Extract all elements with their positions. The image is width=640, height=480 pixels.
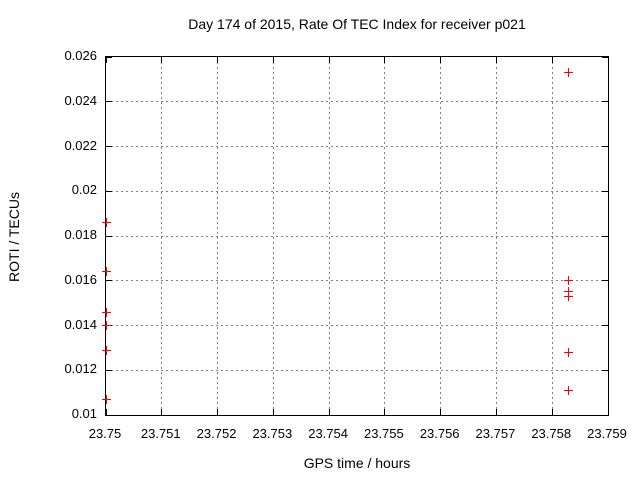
x-tick-label: 23.759 — [587, 426, 627, 441]
y-axis-tick — [106, 190, 112, 192]
x-tick-label: 23.758 — [531, 426, 572, 441]
y-axis-tick — [106, 414, 112, 416]
y-tick-label: 0.022 — [64, 137, 97, 153]
chart-title: Day 174 of 2015, Rate Of TEC Index for r… — [188, 16, 526, 32]
x-tick-label: 23.752 — [196, 426, 237, 441]
x-axis-tick — [328, 409, 330, 415]
x-axis-label: GPS time / hours — [303, 455, 411, 471]
v-gridline — [272, 57, 274, 415]
y-tick-label: 0.01 — [71, 406, 97, 421]
x-axis-tick — [272, 57, 274, 63]
h-gridline — [106, 190, 608, 192]
v-gridline — [217, 57, 219, 415]
y-tick-label: 0.016 — [64, 271, 97, 287]
y-tick-label: 0.018 — [64, 227, 97, 242]
x-tick-label: 23.754 — [308, 426, 348, 441]
x-tick-label: 23.75 — [88, 426, 122, 441]
y-axis-tick — [106, 235, 112, 237]
h-gridline — [106, 369, 608, 371]
y-tick-label: 0.026 — [64, 48, 97, 63]
x-axis-tick — [607, 409, 609, 415]
y-axis-tick — [106, 280, 112, 282]
h-gridline — [106, 101, 608, 103]
y-axis-tick — [106, 56, 112, 58]
y-axis-tick — [602, 56, 608, 58]
y-axis-tick — [106, 369, 112, 371]
x-tick-label: 23.756 — [419, 426, 460, 441]
y-axis-tick — [106, 101, 112, 103]
x-axis-tick — [551, 57, 553, 63]
y-axis-tick — [602, 280, 608, 282]
x-axis-tick — [161, 57, 163, 63]
data-point-marker — [101, 345, 111, 355]
data-point-marker — [564, 68, 574, 78]
data-point-marker — [564, 276, 574, 286]
x-axis-tick — [607, 57, 609, 63]
x-tick-label: 23.755 — [363, 426, 404, 441]
y-axis-tick — [602, 325, 608, 326]
y-axis-tick — [106, 146, 112, 147]
data-point-marker — [564, 385, 574, 395]
v-gridline — [161, 57, 163, 415]
y-axis-tick — [602, 235, 608, 237]
h-gridline — [106, 146, 608, 147]
y-axis-tick — [602, 101, 608, 103]
x-axis-tick — [551, 409, 553, 415]
data-point-marker — [564, 347, 574, 357]
plot-area — [101, 56, 609, 416]
data-point-marker — [101, 394, 111, 404]
x-tick-label: 23.757 — [475, 426, 516, 441]
y-tick-label: 0.012 — [64, 361, 97, 377]
x-axis-tick — [217, 409, 219, 415]
x-axis-tick — [217, 57, 219, 63]
data-point-marker — [101, 218, 111, 228]
h-gridline — [106, 235, 608, 237]
h-gridline — [106, 280, 608, 282]
x-axis-tick — [328, 57, 330, 63]
y-axis-tick — [602, 369, 608, 371]
x-axis-tick — [384, 57, 386, 63]
data-point-marker — [101, 307, 111, 317]
h-gridline — [106, 325, 608, 326]
x-axis-tick — [384, 409, 386, 415]
y-axis-tick — [602, 146, 608, 147]
y-axis-tick — [602, 190, 608, 192]
x-axis-tick — [161, 409, 163, 415]
x-axis-tick — [105, 57, 107, 63]
y-axis-label: ROTI / TECUs — [6, 192, 22, 282]
y-tick-label: 0.024 — [64, 92, 97, 108]
x-axis-tick — [495, 57, 497, 63]
x-axis-tick — [440, 57, 442, 63]
v-gridline — [440, 57, 442, 415]
y-axis-tick — [602, 414, 608, 416]
x-axis-tick — [495, 409, 497, 415]
x-tick-label: 23.753 — [252, 426, 293, 441]
x-tick-label: 23.751 — [140, 426, 181, 441]
data-point-marker — [564, 291, 574, 301]
v-gridline — [384, 57, 386, 415]
data-point-marker — [101, 321, 111, 330]
x-axis-tick — [105, 409, 107, 415]
v-gridline — [328, 57, 330, 415]
y-tick-label: 0.014 — [64, 316, 97, 332]
y-tick-label: 0.02 — [71, 182, 97, 198]
x-axis-tick — [440, 409, 442, 415]
v-gridline — [551, 57, 553, 415]
data-point-marker — [101, 267, 111, 277]
v-gridline — [495, 57, 497, 415]
x-axis-tick — [272, 409, 274, 415]
